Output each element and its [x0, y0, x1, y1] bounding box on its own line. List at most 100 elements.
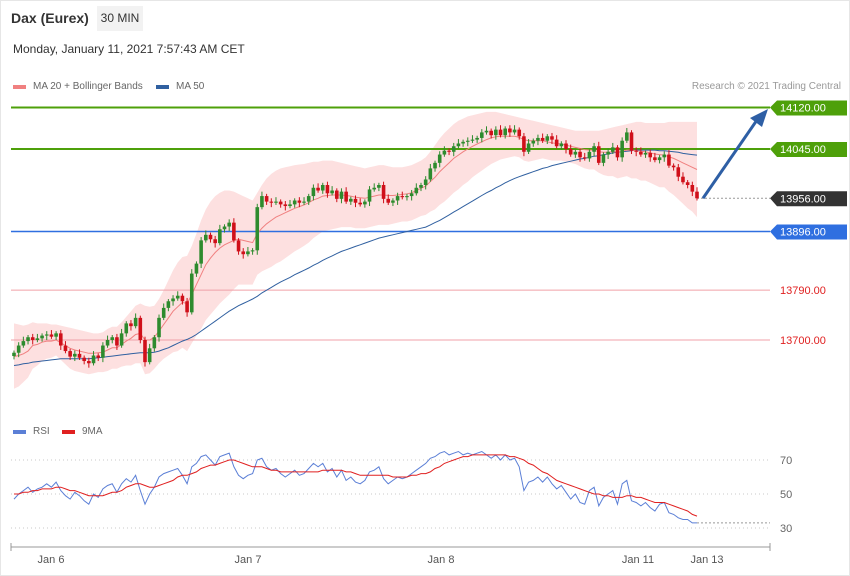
candle-body — [171, 298, 175, 302]
candle-body — [222, 226, 227, 230]
candle-body — [568, 149, 573, 155]
candle-body — [278, 201, 283, 205]
candle-body — [21, 341, 26, 346]
candle-body — [320, 185, 325, 191]
candle-body — [12, 352, 16, 357]
candle-body — [517, 129, 522, 137]
candle-body — [667, 154, 671, 166]
candle-body — [489, 130, 493, 136]
level-tag-label-14045.00: 14045.00 — [780, 144, 826, 156]
candle-body — [334, 190, 339, 199]
candle-body — [643, 152, 648, 155]
level-tag-14045.00 — [770, 142, 847, 158]
candle-body — [349, 198, 353, 202]
candle-body — [400, 196, 405, 198]
candle-body — [629, 132, 634, 151]
candle-body — [550, 136, 554, 140]
candle-body — [194, 263, 199, 274]
candle-body — [522, 136, 526, 152]
candle-body — [461, 141, 465, 144]
candle-body — [316, 187, 320, 191]
candle-body — [391, 200, 395, 203]
candle-body — [26, 337, 30, 342]
candle-body — [470, 139, 475, 141]
candle-body — [601, 154, 606, 163]
bollinger-band — [14, 111, 697, 389]
candle-body — [625, 132, 629, 141]
candle-body — [157, 317, 161, 338]
level-tag-13956.00 — [770, 191, 847, 207]
candle-body — [381, 185, 386, 199]
candle-body — [77, 353, 82, 358]
candle-body — [592, 146, 596, 152]
level-tag-label-13956.00: 13956.00 — [780, 193, 826, 205]
candle-body — [105, 340, 110, 346]
candles — [12, 125, 699, 368]
candle-body — [657, 157, 662, 161]
candle-body — [96, 355, 101, 358]
legend-ma20: MA 20 + Bollinger Bands — [13, 81, 143, 92]
candle-body — [306, 196, 311, 202]
legend-9ma-label: 9MA — [82, 426, 103, 437]
x-tick-label: Jan 11 — [622, 554, 654, 566]
candle-body — [662, 154, 667, 158]
candle-body — [573, 151, 578, 155]
candle-body — [185, 301, 189, 313]
candle-body — [124, 323, 129, 334]
level-label-13700.00: 13700.00 — [780, 335, 826, 347]
candle-body — [671, 165, 676, 168]
candle-body — [110, 337, 115, 340]
candle-body — [451, 146, 456, 152]
candle-body — [246, 251, 250, 255]
candle-body — [204, 234, 208, 241]
rsi-tick-30: 30 — [780, 523, 792, 535]
datetime-label: Monday, January 11, 2021 7:57:43 AM CET — [13, 42, 245, 56]
candle-body — [129, 323, 133, 327]
timeframe-selector[interactable]: 30 MIN — [97, 6, 143, 31]
candle-body — [218, 229, 222, 244]
rsi-tick-50: 50 — [780, 489, 792, 501]
candle-body — [372, 187, 377, 190]
legend-ma50-label: MA 50 — [176, 81, 205, 92]
ma20-swatch — [13, 84, 26, 89]
candle-body — [395, 196, 400, 201]
candle-body — [260, 196, 264, 208]
x-tick-label: Jan 6 — [38, 554, 65, 566]
candle-body — [232, 222, 236, 241]
candle-body — [433, 162, 437, 169]
candle-body — [119, 333, 124, 346]
candle-body — [695, 191, 699, 199]
candle-body — [147, 348, 152, 363]
candle-body — [423, 179, 428, 185]
candle-body — [484, 130, 489, 133]
candle-body — [35, 338, 40, 340]
candle-body — [44, 334, 49, 336]
candle-body — [213, 239, 217, 244]
legend-rsi-label: RSI — [33, 426, 50, 437]
level-tag-label-14120.00: 14120.00 — [780, 103, 826, 115]
candle-body — [189, 273, 194, 313]
candle-body — [582, 157, 587, 159]
candle-body — [339, 191, 344, 199]
candle-body — [377, 185, 381, 188]
candle-body — [512, 129, 517, 133]
legend-ma50: MA 50 — [156, 81, 204, 92]
ma9-swatch — [62, 429, 75, 434]
candle-body — [419, 185, 423, 188]
candle-body — [386, 198, 391, 203]
candle-body — [161, 307, 166, 318]
rsi-swatch — [13, 429, 26, 434]
candle-body — [442, 150, 447, 155]
candle-body — [587, 151, 592, 159]
candle-body — [63, 345, 68, 352]
candle-body — [255, 207, 260, 251]
candle-body — [138, 317, 143, 340]
candle-body — [508, 128, 512, 133]
candle-body — [653, 157, 657, 161]
candle-body — [578, 151, 582, 158]
candle-body — [428, 168, 433, 180]
x-tick-label: Jan 13 — [690, 554, 723, 566]
candle-body — [564, 143, 568, 150]
level-tag-14120.00 — [770, 100, 847, 116]
